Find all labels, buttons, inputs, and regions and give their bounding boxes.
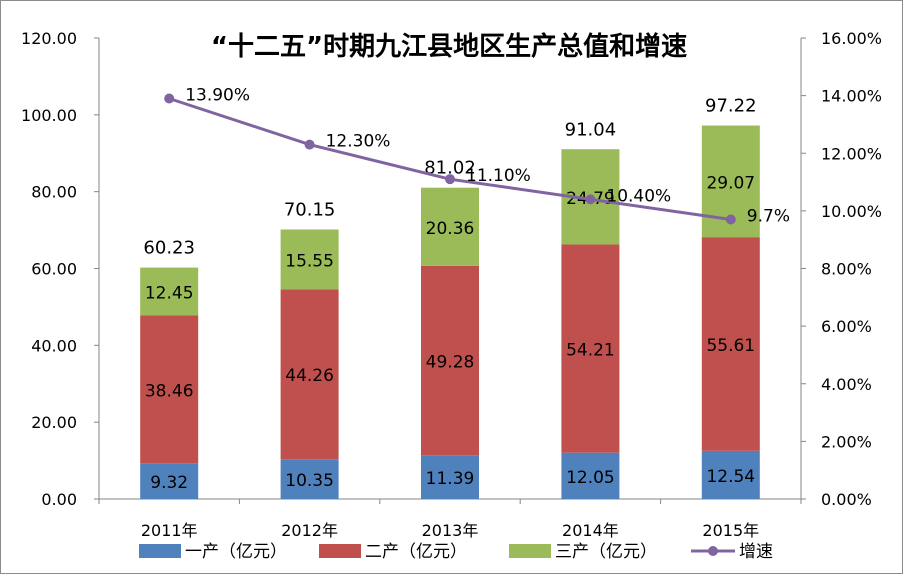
y-tick-label: 40.00 [31, 336, 77, 355]
bar-segment-3 [421, 187, 479, 266]
bar-total-label: 60.23 [143, 238, 195, 259]
growth-value-label: 11.10% [466, 166, 531, 186]
y2-tick-label: 14.00% [821, 87, 882, 106]
growth-value-label: 12.30% [326, 132, 391, 152]
growth-point [164, 93, 175, 104]
legend-label: 一产（亿元） [185, 542, 287, 562]
y-tick-label: 60.00 [31, 260, 77, 279]
legend-label: 增速 [739, 542, 773, 562]
chart-title: “十二五”时期九江县地区生产总值和增速 [211, 31, 687, 62]
legend-swatch-1 [139, 544, 181, 558]
y-tick-label: 100.00 [21, 106, 77, 125]
y2-tick-label: 2.00% [821, 432, 872, 451]
bar-segment-2 [561, 244, 620, 453]
bar-segment-3 [280, 229, 339, 290]
bar-segment-1 [701, 450, 760, 499]
bar-value-label: 12.45 [145, 284, 194, 304]
legend-line-marker [708, 546, 718, 556]
y2-tick-label: 16.00% [821, 29, 882, 48]
bar-segment-2 [140, 315, 199, 464]
bar-value-label: 49.28 [426, 353, 475, 373]
bar-value-label: 10.35 [285, 471, 334, 491]
y2-tick-label: 6.00% [821, 317, 872, 336]
bar-value-label: 12.54 [706, 467, 755, 487]
y2-tick-label: 8.00% [821, 260, 872, 279]
bar-segment-1 [280, 459, 339, 499]
bar-total-label: 97.22 [705, 96, 757, 117]
growth-value-label: 9.7% [747, 207, 790, 227]
bar-value-label: 15.55 [285, 251, 334, 271]
bar-value-label: 20.36 [426, 219, 475, 239]
legend-label: 三产（亿元） [555, 542, 657, 562]
y-tick-label: 80.00 [31, 183, 77, 202]
growth-point [585, 194, 596, 205]
bar-value-label: 44.26 [285, 366, 334, 386]
bar-segment-1 [140, 463, 199, 499]
bar-segment-2 [280, 289, 339, 460]
bar-value-label: 9.32 [150, 473, 188, 493]
y2-tick-label: 12.00% [821, 144, 882, 163]
bar-segment-3 [140, 267, 199, 316]
growth-point [304, 139, 315, 150]
bar-value-label: 55.61 [706, 336, 755, 356]
bar-value-label: 54.21 [566, 341, 615, 361]
x-category-label: 2012年 [281, 521, 338, 540]
growth-value-label: 10.40% [606, 186, 671, 206]
bar-segment-1 [561, 452, 620, 499]
bar-total-label: 81.02 [424, 158, 476, 179]
bar-segment-1 [421, 455, 479, 499]
bar-value-label: 12.05 [566, 468, 615, 488]
y-tick-label: 20.00 [31, 413, 77, 432]
bar-value-label: 29.07 [706, 173, 755, 193]
growth-point [445, 174, 455, 185]
bar-value-label: 11.39 [426, 469, 475, 489]
legend-label: 二产（亿元） [365, 542, 467, 562]
legend-swatch-2 [319, 544, 361, 558]
bar-segment-2 [421, 265, 479, 456]
legend-swatch-3 [509, 544, 551, 558]
growth-point [725, 214, 736, 225]
bar-total-label: 70.15 [284, 200, 336, 221]
x-category-label: 2013年 [422, 521, 479, 540]
y-tick-label: 120.00 [21, 29, 77, 48]
y-tick-label: 0.00 [41, 490, 77, 509]
x-category-label: 2011年 [141, 521, 198, 540]
y2-tick-label: 0.00% [821, 490, 872, 509]
y2-tick-label: 4.00% [821, 375, 872, 394]
y2-tick-label: 10.00% [821, 202, 882, 221]
bar-total-label: 91.04 [565, 119, 617, 140]
x-category-label: 2014年 [562, 521, 619, 540]
x-category-label: 2015年 [702, 521, 759, 540]
bar-value-label: 38.46 [145, 381, 194, 401]
bar-segment-2 [701, 237, 760, 451]
growth-value-label: 13.90% [185, 86, 250, 106]
